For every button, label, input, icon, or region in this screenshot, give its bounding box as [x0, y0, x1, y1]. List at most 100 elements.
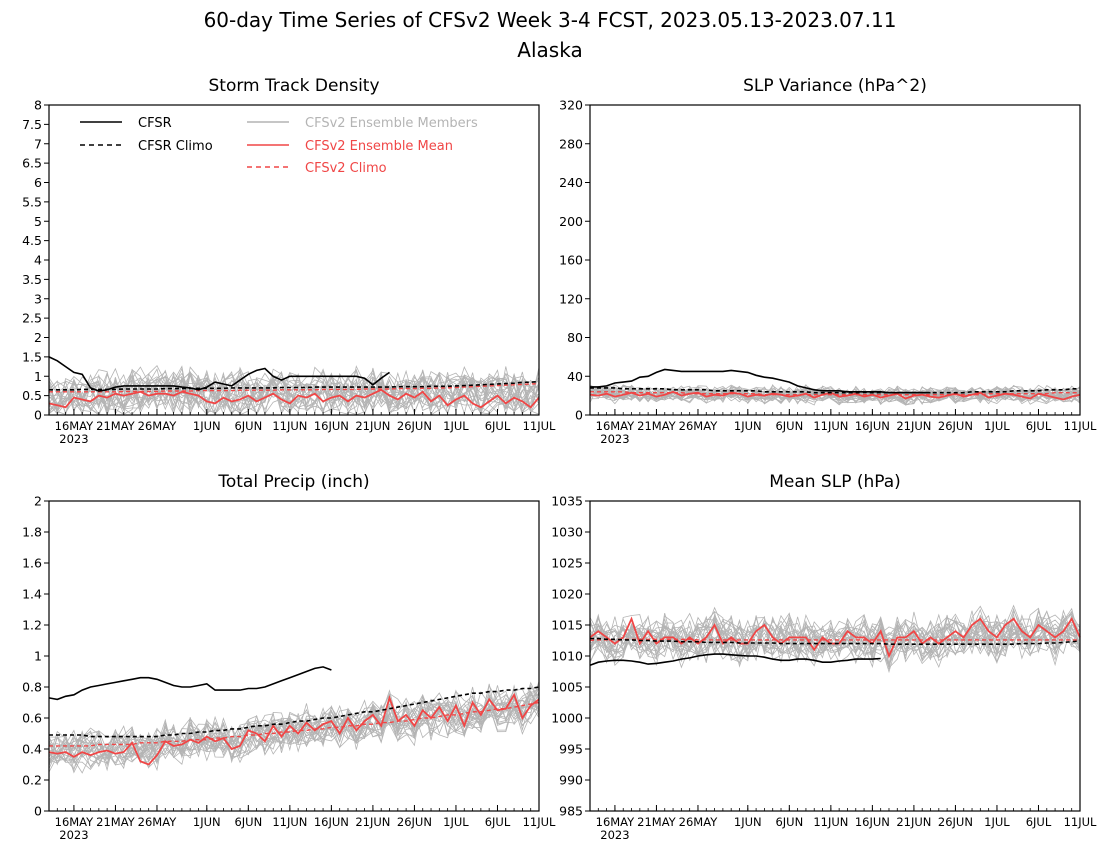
- x-tick-label: 6JUL: [1026, 815, 1052, 829]
- x-tick-label: 16MAY: [596, 419, 636, 433]
- y-tick-label: 0: [575, 408, 583, 423]
- legend-cfsr-climo-label: CFSR Climo: [138, 139, 213, 154]
- panel-storm-track-density: Storm Track Density 0 0.5 1 1.5 2 2.5 3 3.5 4 4.5 5…: [22, 76, 556, 446]
- plot-frame: [48, 500, 540, 812]
- cfsr-line: [589, 653, 881, 667]
- y-tick-label: 2: [34, 330, 42, 345]
- x-tick-label: 6JUN: [234, 815, 262, 829]
- y-tick-label: 985: [559, 804, 583, 819]
- legend-members-label: CFSv2 Ensemble Members: [305, 116, 478, 131]
- x-tick-label: 26MAY: [138, 419, 178, 433]
- cfsr-climo-line: [590, 637, 1081, 646]
- x-tick-label: 21JUN: [355, 815, 390, 829]
- y-tick-label: 1015: [551, 618, 583, 633]
- x-tick-label: 21JUN: [355, 419, 390, 433]
- x-year-label: 2023: [600, 828, 629, 842]
- x-tick-label: 21MAY: [96, 419, 136, 433]
- ensemble-member-line: [590, 607, 1080, 665]
- x-tick-label: 26JUN: [938, 815, 973, 829]
- y-tick-label: 0: [34, 408, 42, 423]
- x-tick-label: 6JUN: [775, 419, 803, 433]
- y-tick-label: 2: [34, 494, 42, 509]
- y-tick-label: 200: [559, 214, 583, 229]
- x-tick-label: 6JUL: [485, 815, 511, 829]
- ensemble-member-line: [590, 610, 1080, 661]
- cfsr-line: [48, 666, 332, 701]
- x-tick-label: 11JUN: [813, 815, 848, 829]
- x-tick-label: 21MAY: [96, 815, 136, 829]
- cfsr-line: [48, 356, 390, 392]
- x-tick-label: 16JUN: [855, 815, 890, 829]
- y-tick-label: 0.2: [22, 773, 42, 788]
- y-tick-label: 1: [34, 369, 42, 384]
- y-tick-label: 240: [559, 175, 583, 190]
- y-tick-label: 6: [34, 175, 42, 190]
- panel-title: SLP Variance (hPa^2): [743, 76, 927, 96]
- y-tick-label: 1.8: [22, 525, 42, 540]
- x-tick-label: 26MAY: [679, 815, 719, 829]
- x-tick-label: 6JUN: [234, 419, 262, 433]
- y-tick-label: 1030: [551, 525, 583, 540]
- x-tick-label: 6JUL: [485, 419, 511, 433]
- legend: CFSR CFSR Climo CFSv2 Ensemble Members C…: [80, 116, 478, 176]
- y-tick-label: 1: [34, 649, 42, 664]
- y-tick-label: 4: [34, 253, 42, 268]
- y-tick-label: 7: [34, 136, 42, 151]
- ensemble-member-line: [590, 608, 1080, 667]
- x-tick-label: 16JUN: [314, 815, 349, 829]
- y-tick-label: 8: [34, 98, 42, 113]
- cfsr-line: [590, 368, 931, 394]
- cfsv2-climo-line: [589, 638, 1080, 642]
- y-tick-label: 280: [559, 136, 583, 151]
- y-tick-label: 1020: [551, 587, 583, 602]
- ensemble-member-line: [590, 616, 1080, 663]
- x-tick-label: 11JUN: [813, 419, 848, 433]
- y-tick-label: 0.6: [22, 711, 42, 726]
- y-tick-label: 0.4: [22, 742, 42, 757]
- figure-subtitle: Alaska: [517, 38, 582, 62]
- ensemble-member-line: [49, 371, 539, 415]
- ensemble-member-line: [49, 697, 539, 770]
- x-tick-label: 21MAY: [637, 815, 677, 829]
- ensemble-mean-line: [48, 388, 540, 409]
- x-tick-label: 1JUN: [734, 815, 762, 829]
- x-tick-label: 1JUN: [193, 815, 221, 829]
- x-tick-label: 11JUN: [272, 815, 307, 829]
- y-tick-label: 0.5: [22, 388, 42, 403]
- x-tick-label: 16JUN: [855, 419, 890, 433]
- y-tick-label: 160: [559, 253, 583, 268]
- x-tick-label: 11JUL: [523, 419, 556, 433]
- y-tick-label: 990: [559, 773, 583, 788]
- x-tick-label: 1JUL: [984, 419, 1010, 433]
- ensemble-member-line: [590, 615, 1080, 669]
- cfsr-climo-line: [590, 387, 1080, 394]
- x-tick-label: 21JUN: [896, 419, 931, 433]
- ensemble-member-line: [49, 693, 539, 761]
- ensemble-member-line: [49, 366, 539, 415]
- cfsv2-climo-line: [49, 701, 540, 747]
- y-tick-label: 40: [567, 369, 583, 384]
- panel-total-precip: Total Precip (inch) 0 0.2 0.4 0.6 0.8 1 1.2 1.4 1…: [22, 472, 556, 842]
- ensemble-mean-line: [48, 692, 540, 766]
- x-tick-label: 1JUL: [443, 815, 469, 829]
- figure-title: 60-day Time Series of CFSv2 Week 3-4 FCS…: [204, 8, 897, 32]
- x-tick-label: 26JUN: [397, 815, 432, 829]
- x-tick-label: 26JUN: [938, 419, 973, 433]
- ensemble-member-line: [49, 371, 539, 415]
- ensemble-member-line: [49, 688, 539, 763]
- x-tick-label: 16MAY: [55, 815, 95, 829]
- x-tick-label: 1JUL: [443, 419, 469, 433]
- x-tick-label: 21JUN: [896, 815, 931, 829]
- ensemble-member-line: [49, 688, 539, 769]
- x-tick-label: 16MAY: [55, 419, 95, 433]
- cfsv2-climo-line: [49, 382, 540, 393]
- legend-ens-mean-label: CFSv2 Ensemble Mean: [305, 139, 453, 154]
- panel-title: Storm Track Density: [208, 76, 379, 96]
- x-tick-label: 1JUN: [734, 419, 762, 433]
- cfsr-climo-line: [49, 380, 540, 391]
- x-tick-label: 11JUN: [272, 419, 307, 433]
- panel-title: Mean SLP (hPa): [769, 472, 901, 492]
- x-tick-label: 11JUL: [1064, 419, 1097, 433]
- x-year-label: 2023: [59, 432, 88, 446]
